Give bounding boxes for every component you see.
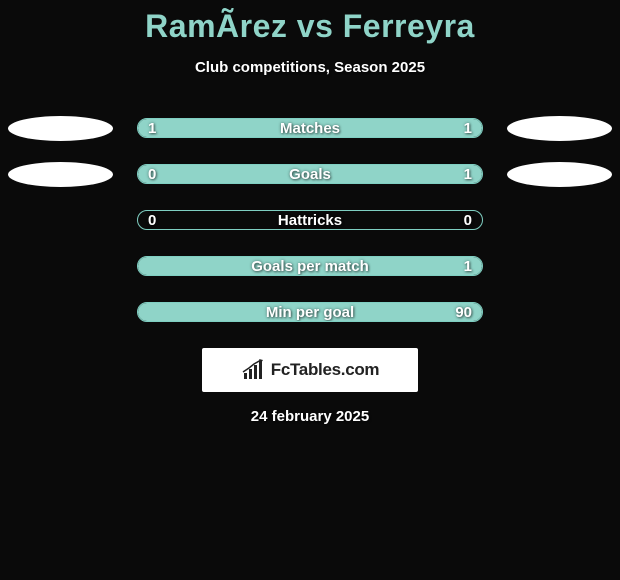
page-subtitle: Club competitions, Season 2025 (0, 59, 620, 76)
left-value: 0 (148, 166, 156, 183)
comparison-infographic: RamÃ­rez vs Ferreyra Club competitions, … (0, 0, 620, 425)
stat-row: 0 Hattricks 0 (0, 210, 620, 230)
stat-bar: 0 Goals 1 (137, 164, 483, 184)
page-title: RamÃ­rez vs Ferreyra (0, 8, 620, 45)
stat-row: Min per goal 90 (0, 302, 620, 322)
left-ellipse (8, 116, 113, 141)
stat-row: 1 Matches 1 (0, 118, 620, 138)
right-value: 1 (464, 258, 472, 275)
left-value: 0 (148, 212, 156, 229)
logo: FcTables.com (241, 359, 380, 381)
stat-rows: 1 Matches 1 0 Goals 1 0 Hattricks 0 (0, 118, 620, 322)
stat-row: 0 Goals 1 (0, 164, 620, 184)
stat-bar: 0 Hattricks 0 (137, 210, 483, 230)
logo-box: FcTables.com (202, 348, 418, 392)
stat-bar: Min per goal 90 (137, 302, 483, 322)
bar-fill-right (200, 165, 482, 183)
chart-icon (241, 359, 267, 381)
stat-bar: 1 Matches 1 (137, 118, 483, 138)
right-ellipse (507, 116, 612, 141)
right-value: 90 (455, 304, 472, 321)
stat-label: Goals (289, 166, 331, 183)
right-value: 1 (464, 120, 472, 137)
stat-label: Goals per match (251, 258, 369, 275)
stat-label: Min per goal (266, 304, 354, 321)
date-text: 24 february 2025 (0, 408, 620, 425)
right-ellipse (507, 162, 612, 187)
logo-text: FcTables.com (271, 360, 380, 380)
stat-row: Goals per match 1 (0, 256, 620, 276)
stat-bar: Goals per match 1 (137, 256, 483, 276)
right-value: 0 (464, 212, 472, 229)
left-value: 1 (148, 120, 156, 137)
left-ellipse (8, 162, 113, 187)
right-value: 1 (464, 166, 472, 183)
stat-label: Matches (280, 120, 340, 137)
stat-label: Hattricks (278, 212, 342, 229)
